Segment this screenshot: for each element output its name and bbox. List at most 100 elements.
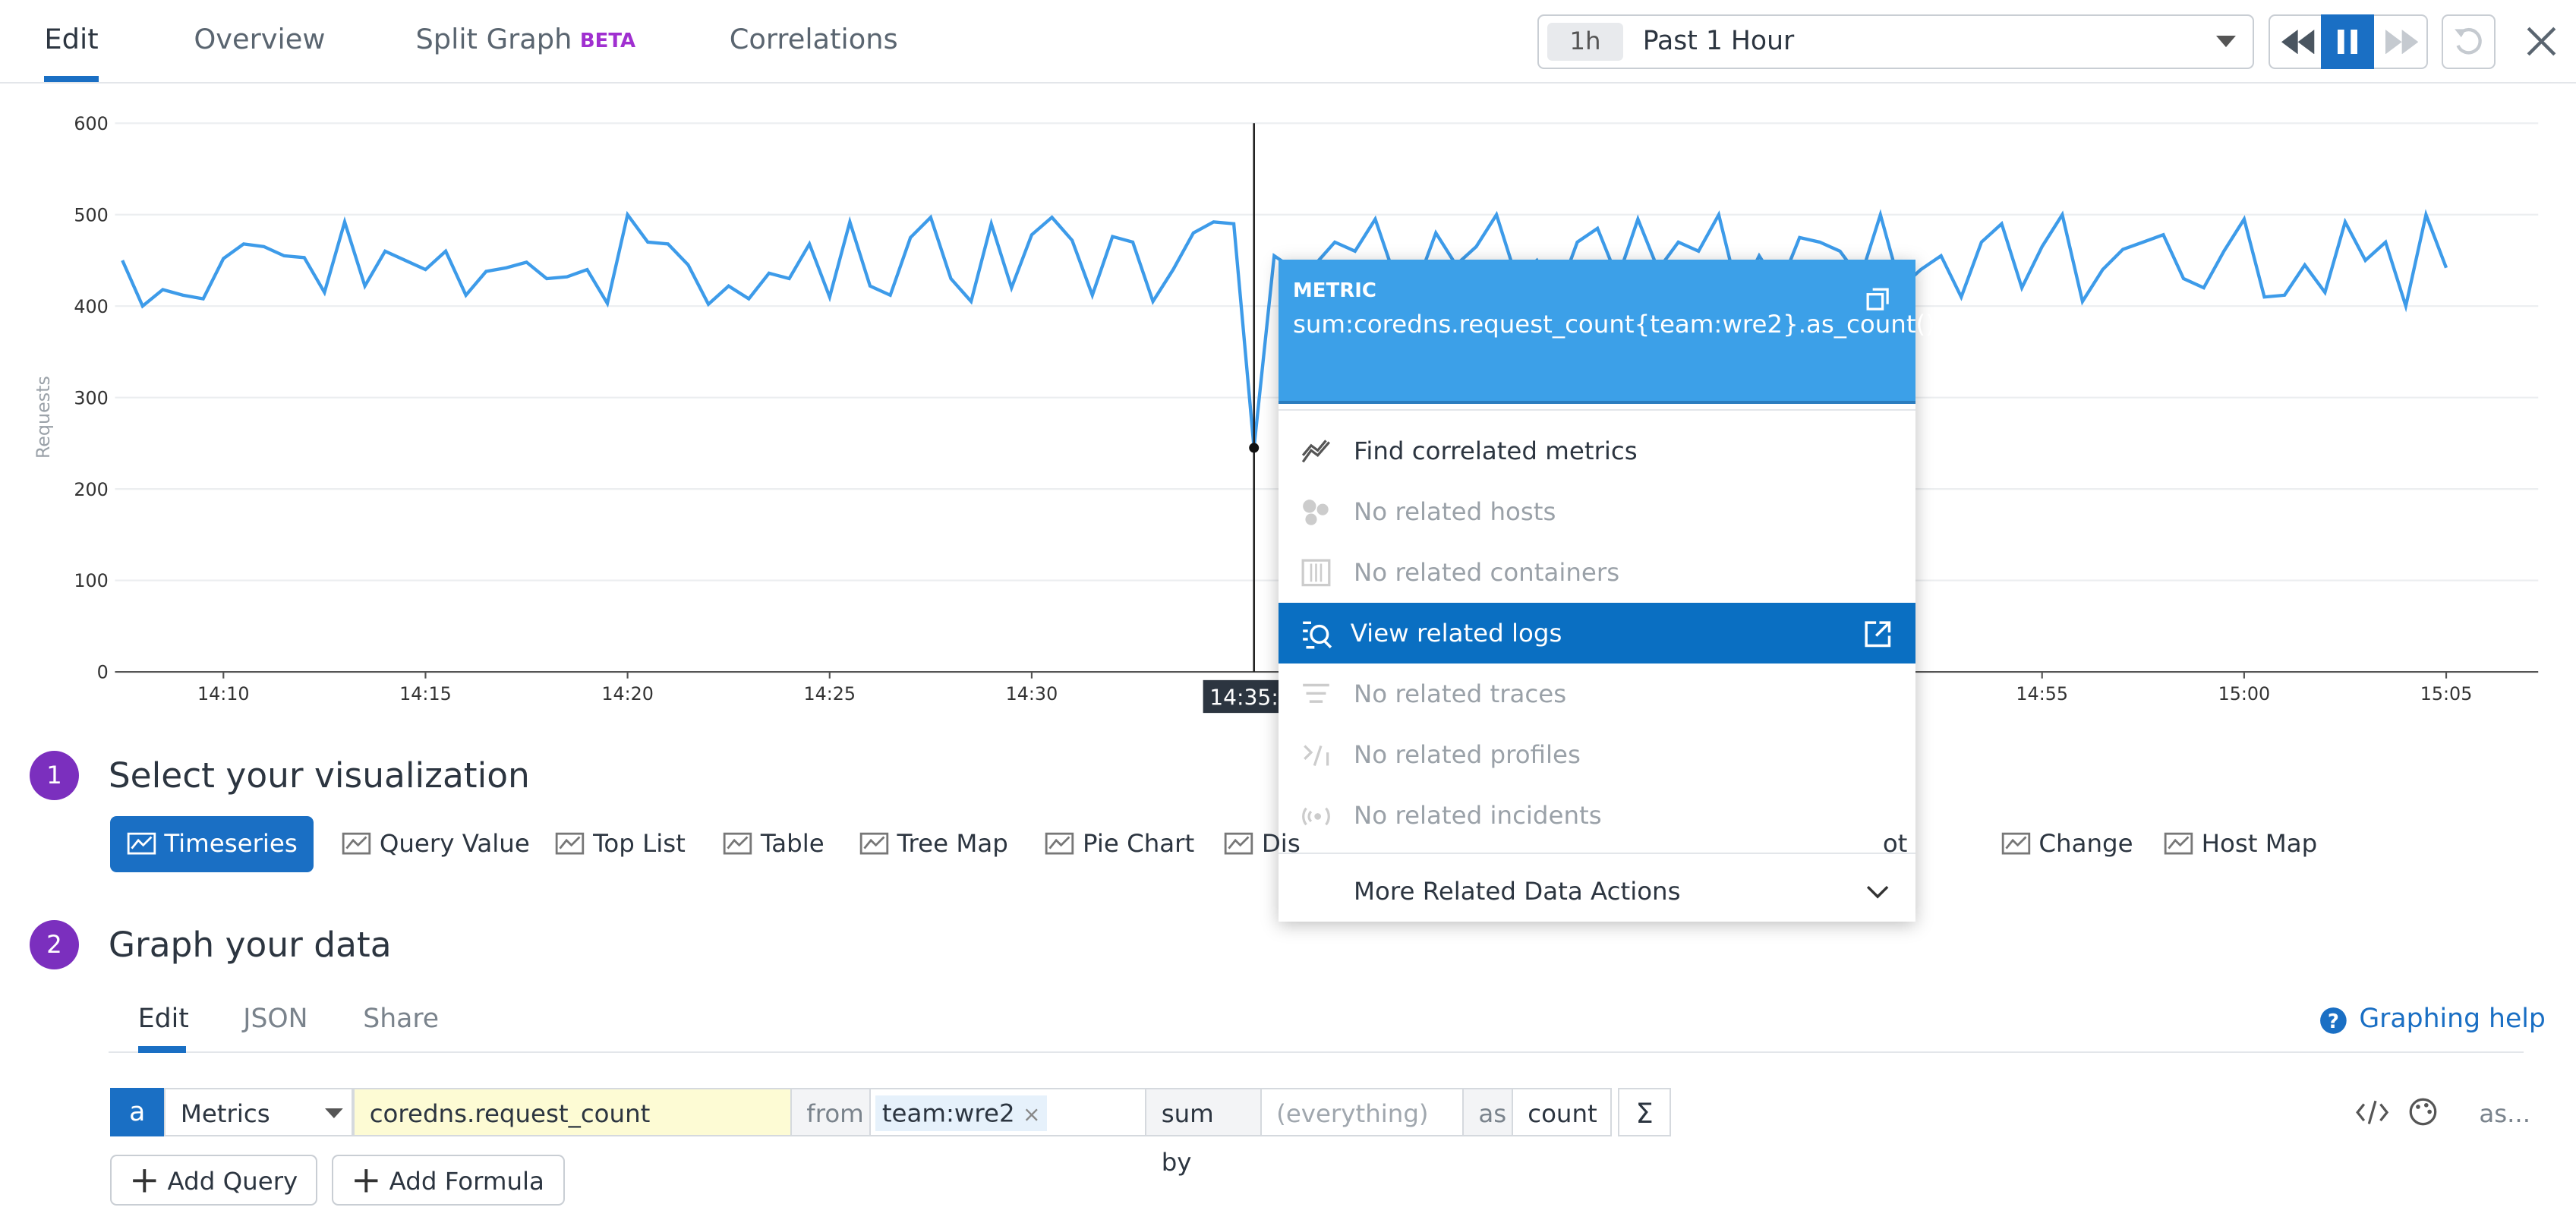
plus-icon: [133, 1169, 156, 1193]
tab[interactable]: Edit: [44, 23, 99, 56]
viz-option[interactable]: Timeseries: [109, 816, 314, 873]
y-tick-label: 400: [74, 296, 108, 317]
code-icon[interactable]: [2356, 1099, 2389, 1126]
sum-by-label: sum by: [1145, 1087, 1262, 1177]
viz-icon: [1045, 833, 1074, 856]
menu-item: No related traces: [1279, 664, 1916, 724]
menu-icon: [1303, 745, 1329, 766]
add-button-label: Add Formula: [389, 1167, 544, 1196]
menu-item: No related profiles: [1279, 724, 1916, 785]
menu-item[interactable]: View related logs: [1278, 603, 1916, 664]
query-tab[interactable]: Edit: [137, 1004, 189, 1035]
close-icon[interactable]: [2527, 27, 2556, 56]
tab[interactable]: Correlations: [729, 23, 898, 56]
from-label: from: [790, 1087, 871, 1137]
query-more[interactable]: as...: [2479, 1098, 2531, 1128]
viz-option-label: Dis: [1261, 829, 1301, 859]
viz-option-label: Table: [760, 829, 825, 859]
rewind-icon[interactable]: [2281, 29, 2315, 55]
playback-controls[interactable]: [2269, 14, 2428, 69]
viz-icon: [2001, 833, 2030, 856]
reset-button[interactable]: [2441, 14, 2496, 69]
query-tab-underline: [137, 1046, 186, 1054]
viz-option-label: ot: [1882, 829, 1908, 859]
y-tick-label: 100: [74, 570, 108, 591]
viz-option-label: Top List: [593, 829, 686, 859]
pause-button[interactable]: [2321, 14, 2374, 69]
viz-icon: [1224, 833, 1253, 856]
metric-input[interactable]: coredns.request_count: [353, 1087, 792, 1137]
menu-item-label: View related logs: [1350, 619, 1562, 648]
menu-icon: [1301, 439, 1330, 462]
header-divider: [0, 82, 2576, 84]
crosshair-label: 14:35:: [1209, 685, 1279, 710]
menu-item-label: Find correlated metrics: [1354, 436, 1638, 465]
menu-more[interactable]: More Related Data Actions: [1279, 861, 1916, 922]
x-tick-label: 14:10: [197, 683, 250, 704]
svg-text:?: ?: [2328, 1011, 2339, 1034]
x-tick-label: 14:55: [2016, 683, 2068, 704]
y-tick-label: 300: [74, 387, 108, 408]
viz-option-label: Host Map: [2201, 829, 2318, 859]
menu-icon: [1302, 683, 1329, 703]
tag-chip: team:wre2 ×: [875, 1095, 1048, 1131]
viz-option-label: Pie Chart: [1082, 829, 1195, 859]
plus-icon: [355, 1169, 378, 1193]
dropdown-caret: [2215, 36, 2236, 48]
x-tick-label: 14:30: [1006, 683, 1058, 704]
context-menu: METRIC sum:coredns.request_count{team:wr…: [1278, 259, 1935, 922]
help-icon[interactable]: ?: [2319, 1007, 2347, 1035]
palette-icon[interactable]: [2408, 1097, 2438, 1127]
viz-option[interactable]: Tree Map: [843, 816, 1024, 872]
menu-item-label: No related profiles: [1354, 740, 1581, 770]
viz-option-label: Timeseries: [164, 829, 298, 859]
menu-item: No related hosts: [1279, 481, 1916, 542]
viz-option[interactable]: Host Map: [2147, 816, 2334, 872]
viz-option[interactable]: ot: [1866, 816, 1924, 872]
query-letter: a: [109, 1087, 165, 1137]
x-tick-label: 15:05: [2420, 683, 2473, 704]
formula-button[interactable]: Σ: [1618, 1087, 1671, 1137]
viz-icon: [2164, 833, 2193, 856]
y-tick-label: 500: [74, 204, 108, 225]
x-tick-label: 14:15: [399, 683, 452, 704]
source-select[interactable]: Metrics: [164, 1087, 354, 1137]
metric-name: sum:coredns.request_count{team:wre2}.as_…: [1292, 309, 1935, 339]
add-button[interactable]: Add Query: [109, 1155, 317, 1206]
as-select[interactable]: count: [1511, 1087, 1612, 1137]
tab[interactable]: Split Graph: [415, 23, 572, 56]
menu-item-label: No related incidents: [1354, 801, 1602, 831]
menu-header-label: METRIC: [1292, 279, 1376, 302]
forward-icon[interactable]: [2385, 29, 2419, 55]
viz-option[interactable]: Query Value: [325, 816, 546, 872]
menu-item[interactable]: Find correlated metrics: [1279, 421, 1916, 481]
step-title: Graph your data: [108, 925, 392, 966]
y-tick-label: 0: [97, 662, 109, 683]
step-number: 2: [29, 919, 79, 969]
menu-item-label: No related traces: [1354, 679, 1567, 709]
tag-remove[interactable]: ×: [1022, 1102, 1041, 1127]
add-button[interactable]: Add Formula: [332, 1155, 566, 1206]
y-tick-label: 200: [74, 479, 108, 500]
as-label: as: [1461, 1087, 1513, 1137]
group-input[interactable]: (everything): [1260, 1087, 1465, 1137]
query-tab[interactable]: Share: [363, 1004, 440, 1035]
viz-option-label: Query Value: [379, 829, 530, 859]
help-link[interactable]: Graphing help: [2359, 1004, 2546, 1035]
menu-item-label: No related containers: [1354, 558, 1620, 588]
copy-icon[interactable]: [1866, 288, 1889, 310]
viz-option[interactable]: Dis: [1207, 816, 1316, 872]
tag-label: team:wre2: [881, 1098, 1015, 1128]
tab[interactable]: Overview: [194, 23, 326, 56]
y-axis-label: Requests: [33, 376, 54, 459]
time-picker[interactable]: 1h Past 1 Hour: [1537, 14, 2254, 69]
tag-input[interactable]: team:wre2 ×: [869, 1087, 1147, 1137]
query-tab[interactable]: JSON: [243, 1004, 308, 1035]
viz-option[interactable]: Top List: [539, 816, 702, 872]
viz-option[interactable]: Change: [1985, 816, 2149, 872]
viz-option[interactable]: Pie Chart: [1029, 816, 1211, 872]
viz-option-label: Tree Map: [897, 829, 1008, 859]
menu-item: No related containers: [1279, 542, 1916, 603]
viz-option[interactable]: Table: [706, 816, 840, 872]
